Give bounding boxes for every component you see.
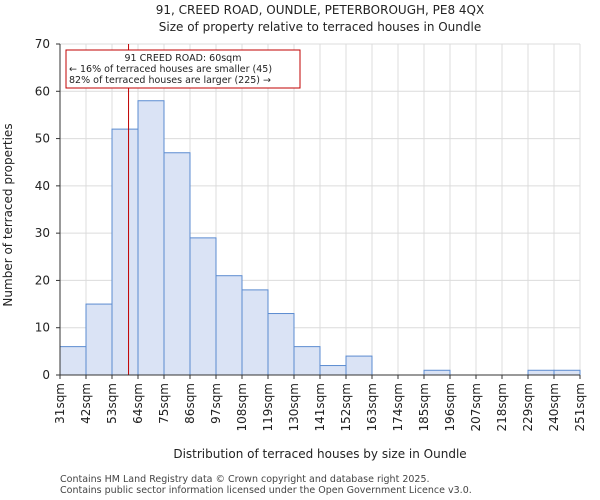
x-tick-label: 185sqm: [417, 383, 431, 431]
x-tick-label: 86sqm: [183, 383, 197, 424]
x-tick-label: 240sqm: [547, 383, 561, 431]
y-tick-label: 30: [35, 226, 50, 240]
x-tick-label: 152sqm: [339, 383, 353, 431]
histogram-bar: [527, 369, 555, 376]
histogram-bar: [215, 275, 243, 376]
x-tick-label: 251sqm: [573, 383, 587, 431]
x-tick-label: 174sqm: [391, 383, 405, 431]
histogram-bar: [423, 369, 451, 376]
histogram-bar: [111, 128, 139, 376]
x-axis-label: Distribution of terraced houses by size …: [173, 447, 466, 461]
histogram-bar: [267, 313, 295, 376]
y-tick-label: 10: [35, 321, 50, 335]
annotation-line-2: ← 16% of terraced houses are smaller (45…: [69, 64, 272, 75]
x-tick-label: 141sqm: [313, 383, 327, 431]
histogram-bar: [319, 365, 347, 376]
y-tick-label: 0: [42, 368, 50, 382]
x-ticks-group: 31sqm 42sqm 53sqm 64sqm 75sqm 86sqm 97sqm 108sq…: [53, 375, 587, 431]
x-tick-label: 207sqm: [469, 383, 483, 431]
marker-annotation: 91 CREED ROAD: 60sqm ← 16% of terraced h…: [65, 49, 301, 89]
y-axis-label: Number of terraced properties: [1, 123, 15, 306]
y-tick-label: 70: [35, 37, 50, 51]
bars-group: [59, 100, 581, 376]
annotation-box: [65, 49, 301, 89]
annotation-line-1: 91 CREED ROAD: 60sqm: [125, 53, 242, 64]
histogram-bar: [345, 355, 373, 376]
x-tick-label: 75sqm: [157, 383, 171, 424]
y-tick-label: 60: [35, 84, 50, 98]
histogram-bar: [137, 100, 165, 376]
histogram-bar: [85, 303, 113, 376]
histogram-bar: [189, 237, 217, 376]
x-tick-label: 163sqm: [365, 383, 379, 431]
histogram-bar: [553, 369, 581, 376]
annotation-line-3: 82% of terraced houses are larger (225) …: [69, 75, 271, 86]
y-tick-label: 20: [35, 273, 50, 287]
x-tick-label: 229sqm: [521, 383, 535, 431]
x-tick-label: 64sqm: [131, 383, 145, 424]
chart-title: 91, CREED ROAD, OUNDLE, PETERBOROUGH, PE…: [156, 3, 484, 17]
y-tick-label: 50: [35, 132, 50, 146]
y-ticks-group: 0 10 20 30 40 50 60 70: [35, 37, 60, 382]
histogram-bar: [59, 346, 87, 376]
x-tick-label: 119sqm: [261, 383, 275, 431]
y-tick-label: 40: [35, 179, 50, 193]
histogram-bar: [163, 152, 191, 376]
x-tick-label: 218sqm: [495, 383, 509, 431]
footer-line-1: Contains HM Land Registry data © Crown c…: [60, 474, 430, 485]
histogram-bar: [293, 346, 321, 376]
x-tick-label: 42sqm: [79, 383, 93, 424]
x-tick-label: 53sqm: [105, 383, 119, 424]
histogram-bar: [241, 289, 269, 376]
x-tick-label: 108sqm: [235, 383, 249, 431]
x-tick-label: 196sqm: [443, 383, 457, 431]
x-tick-label: 97sqm: [209, 383, 223, 424]
x-tick-label: 31sqm: [53, 383, 67, 424]
x-tick-label: 130sqm: [287, 383, 301, 431]
chart-subtitle: Size of property relative to terraced ho…: [159, 20, 481, 34]
footer-line-2: Contains public sector information licen…: [60, 485, 472, 496]
